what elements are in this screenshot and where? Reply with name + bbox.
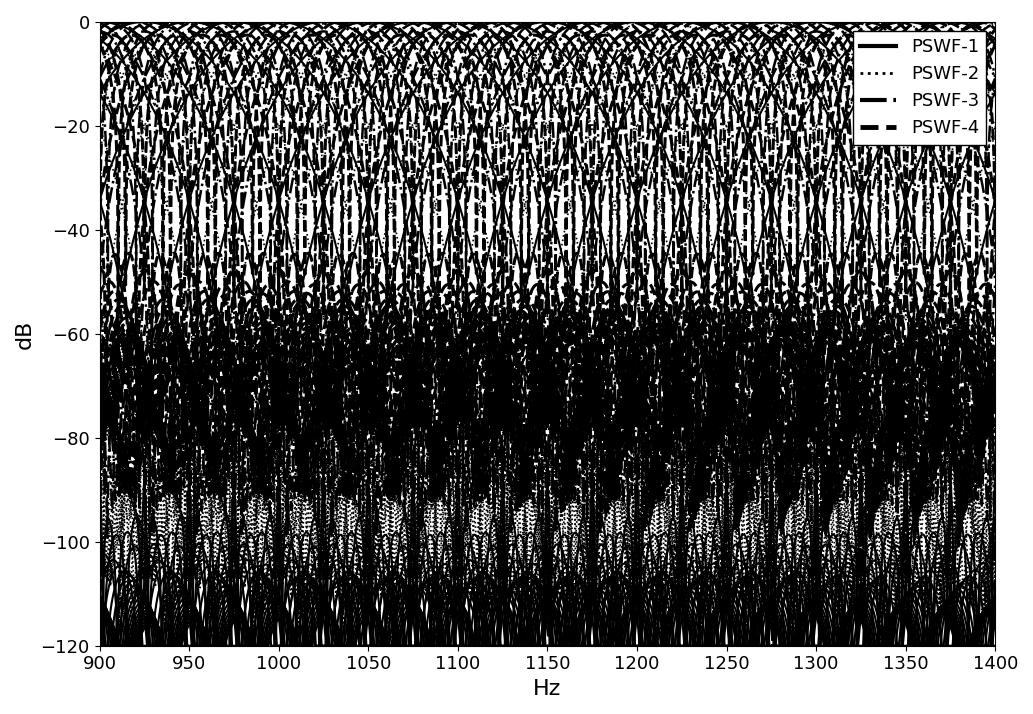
- X-axis label: Hz: Hz: [533, 679, 562, 699]
- Legend: PSWF-1, PSWF-2, PSWF-3, PSWF-4: PSWF-1, PSWF-2, PSWF-3, PSWF-4: [853, 31, 987, 144]
- Y-axis label: dB: dB: [15, 319, 35, 348]
